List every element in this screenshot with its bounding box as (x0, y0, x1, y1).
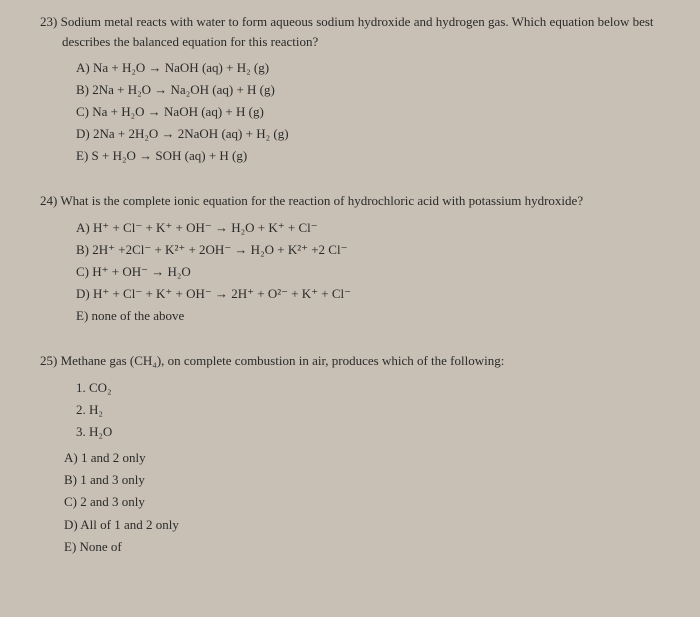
option-d: D) All of 1 and 2 only (64, 514, 670, 536)
option-a: A) Na + H₂O → NaOH (aq) + H₂ (g) (76, 57, 670, 79)
option-b: B) 2Na + H₂O → Na₂OH (aq) + H (g) (76, 79, 670, 101)
option-d: D) 2Na + 2H₂O → 2NaOH (aq) + H₂ (g) (76, 123, 670, 145)
option-e: E) None of (64, 536, 670, 558)
option-c: C) 2 and 3 only (64, 491, 670, 513)
question-number: 24) (40, 193, 57, 208)
option-e: E) S + H₂O → SOH (aq) + H (g) (76, 145, 670, 167)
question-body: Methane gas (CH₄), on complete combustio… (61, 353, 505, 368)
option-c: C) Na + H₂O → NaOH (aq) + H (g) (76, 101, 670, 123)
option-b: B) 2H⁺ +2Cl⁻ + K²⁺ + 2OH⁻ → H₂O + K²⁺ +2… (76, 239, 670, 261)
question-number: 25) (40, 353, 57, 368)
option-a: A) H⁺ + Cl⁻ + K⁺ + OH⁻ → H₂O + K⁺ + Cl⁻ (76, 217, 670, 239)
question-number: 23) (40, 14, 57, 29)
list-item-3: 3. H₂O (76, 421, 670, 443)
option-d: D) H⁺ + Cl⁻ + K⁺ + OH⁻ → 2H⁺ + O²⁻ + K⁺ … (76, 283, 670, 305)
option-e: E) none of the above (76, 305, 670, 327)
options-list: A) H⁺ + Cl⁻ + K⁺ + OH⁻ → H₂O + K⁺ + Cl⁻ … (40, 217, 670, 327)
question-text: 24) What is the complete ionic equation … (40, 191, 670, 211)
option-a: A) 1 and 2 only (64, 447, 670, 469)
question-body: What is the complete ionic equation for … (60, 193, 583, 208)
list-item-2: 2. H₂ (76, 399, 670, 421)
question-24: 24) What is the complete ionic equation … (40, 191, 670, 327)
question-23: 23) Sodium metal reacts with water to fo… (40, 12, 670, 167)
question-body: Sodium metal reacts with water to form a… (61, 14, 654, 49)
question-text: 23) Sodium metal reacts with water to fo… (40, 12, 670, 51)
list-item-1: 1. CO₂ (76, 377, 670, 399)
question-25: 25) Methane gas (CH₄), on complete combu… (40, 351, 670, 557)
question-text: 25) Methane gas (CH₄), on complete combu… (40, 351, 670, 371)
options-list: A) 1 and 2 only B) 1 and 3 only C) 2 and… (40, 447, 670, 557)
options-list: A) Na + H₂O → NaOH (aq) + H₂ (g) B) 2Na … (40, 57, 670, 167)
numbered-list: 1. CO₂ 2. H₂ 3. H₂O (40, 377, 670, 443)
option-c: C) H⁺ + OH⁻ → H₂O (76, 261, 670, 283)
option-b: B) 1 and 3 only (64, 469, 670, 491)
